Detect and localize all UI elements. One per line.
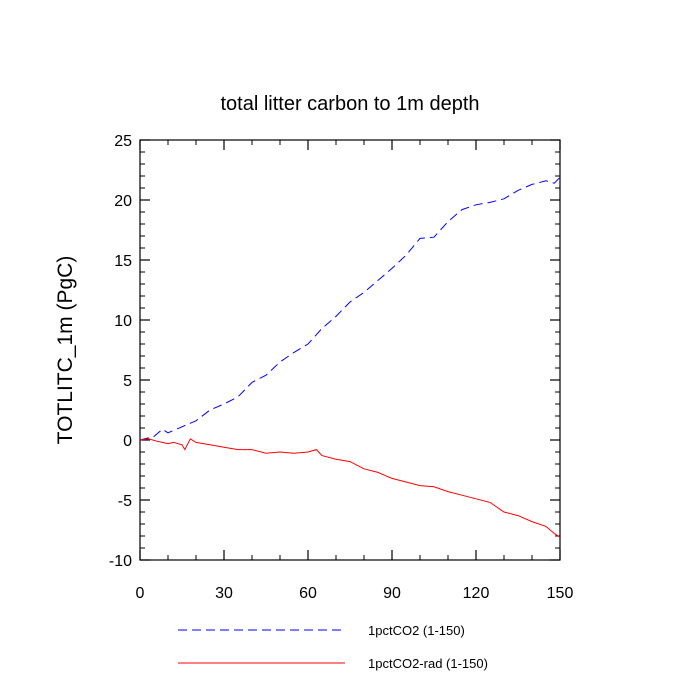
- x-tick-label: 90: [383, 585, 401, 602]
- y-tick-label: 25: [114, 133, 132, 150]
- y-tick-label: 20: [114, 193, 132, 210]
- legend-label-1: 1pctCO2 (1-150): [368, 623, 465, 638]
- plot-frame: [139, 139, 561, 561]
- x-tick-label: 120: [463, 585, 490, 602]
- y-tick-label: 10: [114, 313, 132, 330]
- x-tick-label: 60: [299, 585, 317, 602]
- chart-title: total litter carbon to 1m depth: [220, 93, 479, 115]
- series-line-1: [139, 176, 561, 441]
- x-tick-label: 150: [547, 585, 574, 602]
- x-tick-label: 0: [136, 585, 145, 602]
- y-tick-label: 15: [114, 253, 132, 270]
- plot-area: -10 -5 0 5 10 15 20 25 0 30 60 90 120 150: [109, 133, 574, 602]
- y-tick-label: -5: [118, 493, 132, 510]
- legend-label-2: 1pctCO2-rad (1-150): [368, 656, 488, 671]
- y-tick-label: 5: [123, 373, 132, 390]
- y-axis-label: TOTLITC_1m (PgC): [54, 256, 77, 445]
- y-tick-label: 0: [123, 433, 132, 450]
- y-tick-label: -10: [109, 553, 132, 570]
- legend: 1pctCO2 (1-150) 1pctCO2-rad (1-150): [178, 623, 488, 671]
- series-line-2: [139, 438, 561, 538]
- x-tick-label: 30: [215, 585, 233, 602]
